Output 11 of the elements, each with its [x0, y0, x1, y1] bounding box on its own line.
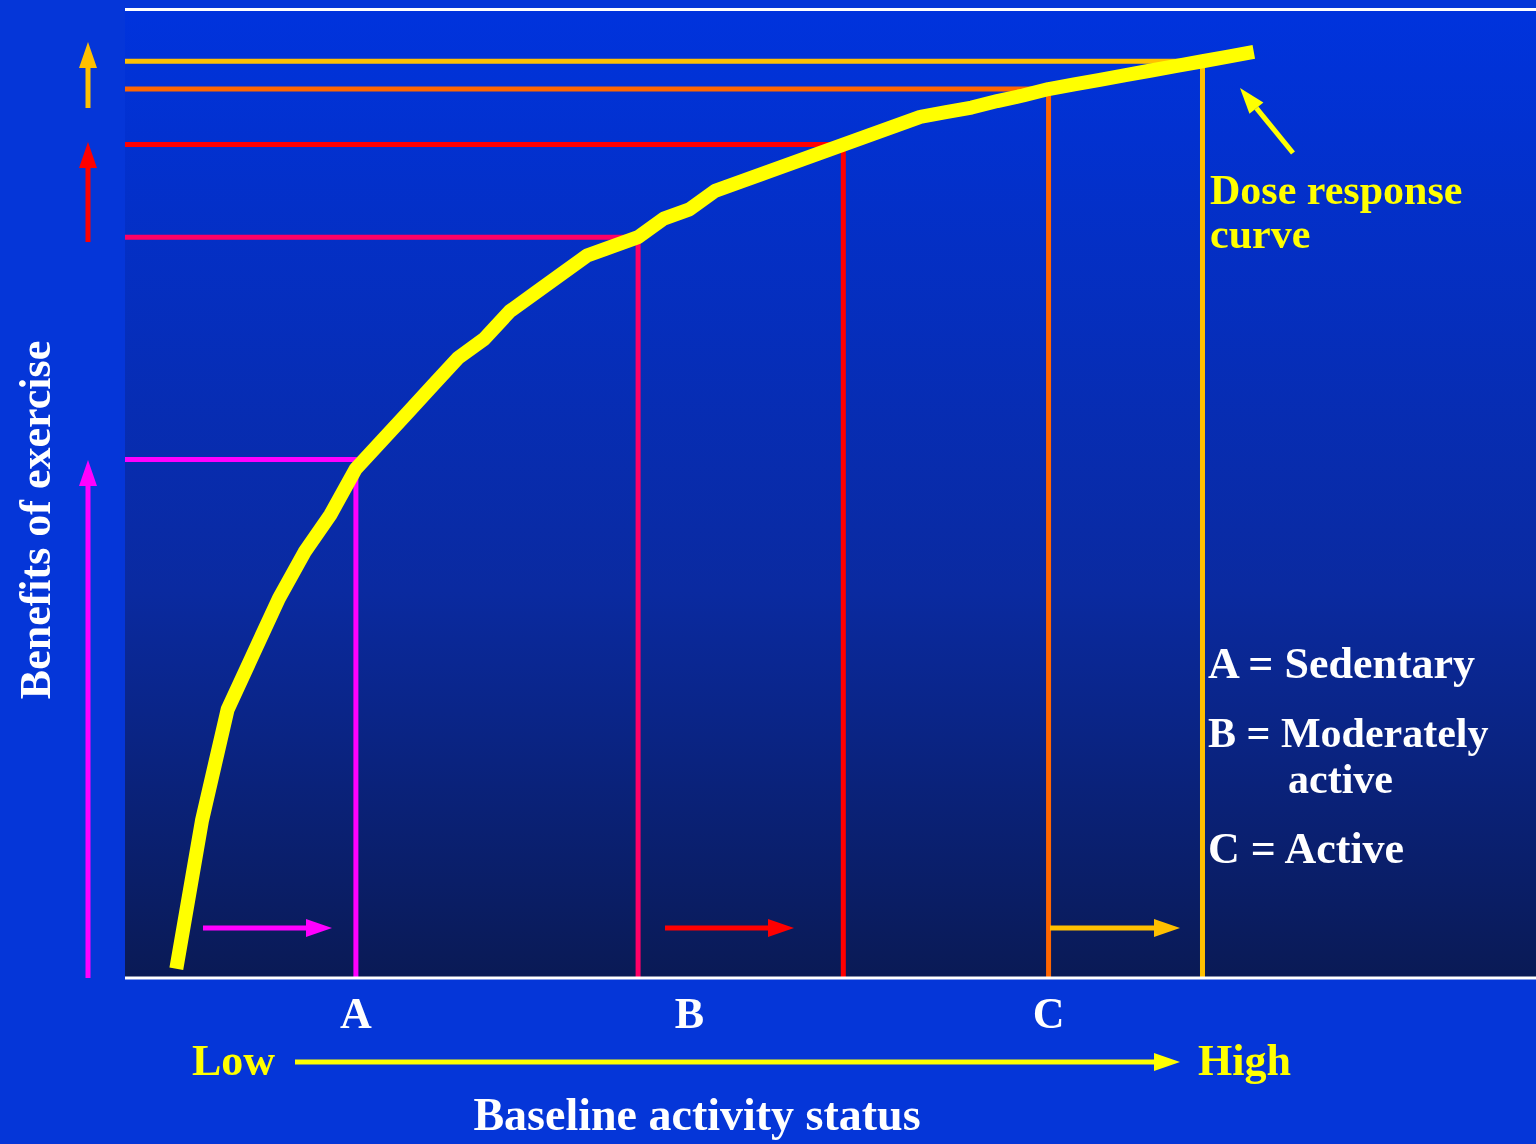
- x-axis-title: Baseline activity status: [473, 1087, 921, 1141]
- x-tick-label: B: [674, 989, 705, 1038]
- x-tick-label: C: [1032, 989, 1065, 1038]
- annotation: A = Sedentary: [1208, 639, 1477, 688]
- text: Low: [192, 1036, 277, 1086]
- y-axis-title: Benefits of exercise: [9, 340, 61, 700]
- text: High: [1198, 1036, 1292, 1086]
- annotation: Dose response curve: [1210, 167, 1464, 257]
- annotation: C = Active: [1208, 824, 1406, 873]
- annotation: B = Moderately active: [1208, 710, 1490, 802]
- x-tick-label: A: [340, 989, 372, 1038]
